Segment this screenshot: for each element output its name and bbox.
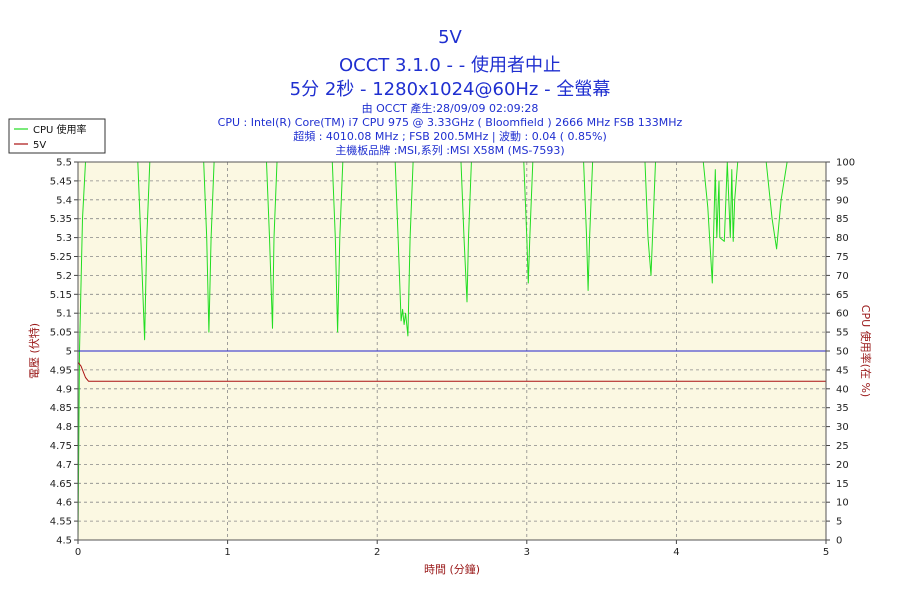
y-left-tick-label: 5.2 [56,271,72,282]
y-left-tick-label: 5 [66,347,72,358]
y-right-tick-label: 30 [836,422,849,433]
series-line-cpu [77,161,826,541]
legend-box [8,118,106,154]
axis-ticks: 4.5 4.55 4.6 4.65 4.7 4.75 4.8 4.85 4.9 4.95 5 5.05… [50,158,855,559]
x-tick-label: 5 [823,547,829,558]
y-right-tick-label: 15 [836,479,849,490]
y-right-tick-label: 40 [836,384,849,395]
y-right-tick-label: 25 [836,441,849,452]
x-tick-label: 2 [374,547,380,558]
y-right-tick-label: 50 [836,347,849,358]
y-left-tick-label: 4.6 [56,498,72,509]
y-axis-left-label: 電壓 (伏特) [27,323,41,379]
info-motherboard: 主機板品牌 :MSI,系列 :MSI X58M (MS-7593) [335,144,565,157]
y-left-tick-label: 5.05 [50,328,72,339]
chart-subtitle-duration: 5分 2秒 - 1280x1024@60Hz - 全螢幕 [289,79,611,100]
y-left-tick-label: 5.25 [50,252,72,263]
y-right-tick-label: 0 [836,536,842,547]
y-axis-right-label: CPU 使用率(在 %) [859,305,873,397]
y-right-tick-label: 75 [836,252,849,263]
y-right-tick-label: 80 [836,233,849,244]
y-right-tick-label: 45 [836,365,849,376]
chart-title: 5V [438,27,462,48]
y-right-tick-label: 95 [836,176,849,187]
legend: CPU 使用率 5V [8,118,106,154]
y-right-tick-label: 60 [836,309,849,320]
chart-subtitle-test: OCCT 3.1.0 - - 使用者中止 [339,55,561,76]
y-left-tick-label: 4.7 [56,460,72,471]
y-left-tick-label: 4.65 [50,479,72,490]
y-left-tick-label: 5.35 [50,214,72,225]
y-right-tick-label: 100 [836,158,855,169]
info-overclock: 超頻 : 4010.08 MHz ; FSB 200.5MHz | 波動 : 0… [293,130,607,143]
y-left-tick-label: 5.15 [50,290,72,301]
y-left-tick-label: 5.45 [50,176,72,187]
y-right-tick-label: 5 [836,517,842,528]
legend-label-5v: 5V [33,140,46,151]
y-left-tick-label: 5.4 [56,195,72,206]
x-axis-label: 時間 (分鐘) [424,562,480,576]
legend-label-cpu: CPU 使用率 [33,123,87,136]
y-left-tick-label: 5.1 [56,309,72,320]
x-tick-label: 0 [75,547,81,558]
x-tick-label: 4 [673,547,679,558]
y-left-tick-label: 4.9 [56,384,72,395]
y-right-tick-label: 65 [836,290,849,301]
y-left-tick-label: 4.5 [56,536,72,547]
info-generated: 由 OCCT 產生:28/09/09 02:09:28 [361,102,539,115]
y-right-tick-label: 10 [836,498,849,509]
y-left-tick-label: 4.85 [50,403,72,414]
y-right-tick-label: 20 [836,460,849,471]
x-tick-label: 3 [524,547,530,558]
info-cpu: CPU : Intel(R) Core(TM) i7 CPU 975 @ 3.3… [217,116,683,129]
x-tick-label: 1 [224,547,230,558]
y-right-tick-label: 85 [836,214,849,225]
y-left-tick-label: 4.75 [50,441,72,452]
y-left-tick-label: 4.55 [50,517,72,528]
y-left-tick-label: 5.5 [56,158,72,169]
y-left-tick-label: 4.8 [56,422,72,433]
y-left-tick-label: 5.3 [56,233,72,244]
y-right-tick-label: 55 [836,328,849,339]
y-right-tick-label: 35 [836,403,849,414]
y-right-tick-label: 70 [836,271,849,282]
plot-frame [77,161,827,541]
y-right-tick-label: 90 [836,195,849,206]
series-lines [77,161,826,541]
y-left-tick-label: 4.95 [50,365,72,376]
series-line-5v [77,361,826,382]
